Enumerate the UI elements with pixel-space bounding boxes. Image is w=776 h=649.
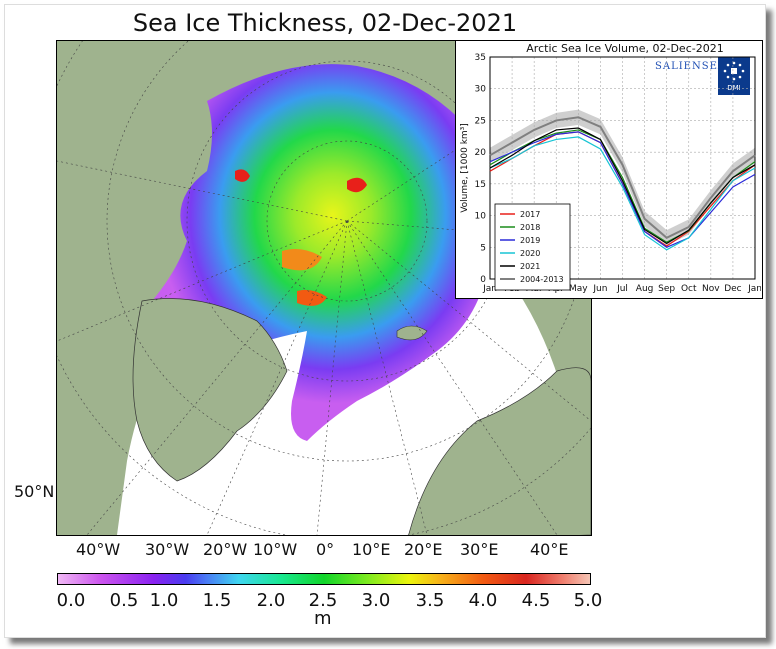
lon-label: 10°W xyxy=(253,540,298,559)
y-tick-label: 35 xyxy=(475,53,486,63)
colorbar-tick: 5.0 xyxy=(573,590,603,611)
x-tick-label: Nov xyxy=(702,284,720,294)
y-tick-label: 0 xyxy=(480,275,486,285)
lon-label: 10°E xyxy=(352,540,391,559)
map-svg xyxy=(57,41,591,535)
colorbar-tick: 2.0 xyxy=(256,590,286,611)
lon-label: 40°E xyxy=(530,540,569,559)
y-tick-label: 20 xyxy=(475,148,487,158)
colorbar-tick: 0.0 xyxy=(56,590,86,611)
legend-label: 2018 xyxy=(520,223,540,232)
y-tick-label: 25 xyxy=(475,116,486,126)
y-tick-label: 15 xyxy=(475,180,486,190)
lon-label: 20°W xyxy=(203,540,248,559)
thick-ice-patch xyxy=(297,289,327,306)
legend-label: 2020 xyxy=(520,249,540,258)
legend-label: 2004-2013 xyxy=(520,275,564,284)
greenland-land xyxy=(132,298,288,482)
series-line xyxy=(489,131,756,248)
x-tick-label: Jan xyxy=(482,284,497,294)
colorbar-tick: 3.0 xyxy=(361,590,391,611)
colorbar-tick: 0.5 xyxy=(109,590,139,611)
colorbar-tick: 4.0 xyxy=(468,590,498,611)
lat-label: 50°N xyxy=(14,482,55,501)
y-tick-label: 30 xyxy=(475,85,487,95)
thick-ice-patch xyxy=(347,177,367,193)
legend-label: 2019 xyxy=(520,236,540,245)
series-line xyxy=(489,127,756,245)
colorbar-tick: 1.5 xyxy=(202,590,232,611)
salienseas-logo: SALIENSEAS xyxy=(655,61,734,72)
inset-plot-svg: 05101520253035JanFebMarAprMayJunJulAugSe… xyxy=(460,53,761,294)
lon-label: 30°E xyxy=(460,540,499,559)
svg-text:DMI: DMI xyxy=(727,84,741,92)
lon-label: 40°W xyxy=(76,540,121,559)
scandinavia-land xyxy=(408,367,591,535)
x-tick-label: May xyxy=(569,284,588,294)
x-tick-label: Sep xyxy=(658,284,675,294)
x-tick-label: Jul xyxy=(616,284,628,294)
y-tick-label: 5 xyxy=(480,243,486,253)
thick-ice-patch xyxy=(282,249,322,271)
colorbar xyxy=(57,573,591,585)
colorbar-tick: 1.0 xyxy=(149,590,179,611)
colorbar-tick: 2.5 xyxy=(308,590,338,611)
legend-label: 2017 xyxy=(520,210,540,219)
x-tick-label: Jun xyxy=(592,284,607,294)
colorbar-tick: 3.5 xyxy=(415,590,445,611)
sea-ice-thickness-map xyxy=(56,40,592,536)
series-line xyxy=(489,136,756,251)
y-tick-label: 10 xyxy=(475,212,487,222)
x-tick-label: Aug xyxy=(636,284,654,294)
lon-label: 20°E xyxy=(404,540,443,559)
lon-label: 0° xyxy=(316,540,335,559)
thick-ice-patch xyxy=(235,169,250,182)
series-line xyxy=(489,116,756,239)
legend-label: 2021 xyxy=(520,262,540,271)
colorbar-tick: 4.5 xyxy=(521,590,551,611)
legend-box xyxy=(494,203,571,291)
colorbar-unit: m xyxy=(314,608,332,629)
y-axis-label: Volume, [1000 km³] xyxy=(460,123,470,213)
figure-title: Sea Ice Thickness, 02-Dec-2021 xyxy=(132,9,518,37)
x-tick-label: Oct xyxy=(681,284,697,294)
inset-title: Arctic Sea Ice Volume, 02-Dec-2021 xyxy=(526,42,724,55)
x-tick-label: Dec xyxy=(724,284,741,294)
lon-label: 30°W xyxy=(145,540,190,559)
x-tick-label: Jan xyxy=(747,284,761,294)
